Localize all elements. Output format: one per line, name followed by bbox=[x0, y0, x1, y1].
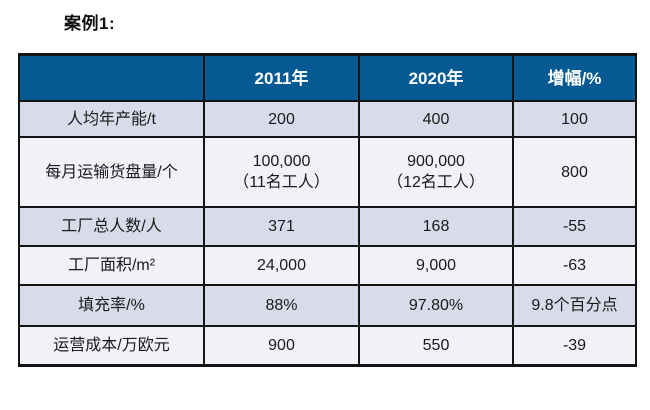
row-label: 工厂面积/m² bbox=[18, 245, 205, 286]
cell-value: 9.8个百分点 bbox=[512, 284, 637, 327]
cell-value: 900 bbox=[203, 325, 360, 367]
row-label: 填充率/% bbox=[18, 284, 205, 327]
comparison-table: 2011年 2020年 增幅/% 人均年产能/t 200 400 100 每月运… bbox=[18, 53, 637, 367]
column-header-2020: 2020年 bbox=[358, 53, 514, 102]
table-row: 工厂面积/m² 24,000 9,000 -63 bbox=[18, 245, 637, 286]
table-row: 填充率/% 88% 97.80% 9.8个百分点 bbox=[18, 284, 637, 327]
cell-value: -39 bbox=[512, 325, 637, 367]
cell-value: 400 bbox=[358, 100, 514, 138]
row-label: 每月运输货盘量/个 bbox=[18, 136, 205, 208]
row-label: 工厂总人数/人 bbox=[18, 206, 205, 247]
cell-value: 88% bbox=[203, 284, 360, 327]
cell-value: 900,000 （12名工人） bbox=[358, 136, 514, 208]
column-header-growth: 增幅/% bbox=[512, 53, 637, 102]
cell-value: 100,000 （11名工人） bbox=[203, 136, 360, 208]
table-row: 人均年产能/t 200 400 100 bbox=[18, 100, 637, 138]
cell-value: 97.80% bbox=[358, 284, 514, 327]
cell-value: 800 bbox=[512, 136, 637, 208]
cell-value: 24,000 bbox=[203, 245, 360, 286]
cell-value: 550 bbox=[358, 325, 514, 367]
cell-value: 200 bbox=[203, 100, 360, 138]
cell-value: -63 bbox=[512, 245, 637, 286]
table-header-row: 2011年 2020年 增幅/% bbox=[18, 53, 637, 102]
column-header-2011: 2011年 bbox=[203, 53, 360, 102]
cell-value: 9,000 bbox=[358, 245, 514, 286]
table-row: 运营成本/万欧元 900 550 -39 bbox=[18, 325, 637, 367]
row-label: 人均年产能/t bbox=[18, 100, 205, 138]
column-header-blank bbox=[18, 53, 205, 102]
case-title: 案例1: bbox=[64, 14, 116, 33]
row-label: 运营成本/万欧元 bbox=[18, 325, 205, 367]
table-row: 每月运输货盘量/个 100,000 （11名工人） 900,000 （12名工人… bbox=[18, 136, 637, 208]
cell-value: 371 bbox=[203, 206, 360, 247]
cell-value: -55 bbox=[512, 206, 637, 247]
cell-value: 168 bbox=[358, 206, 514, 247]
cell-value: 100 bbox=[512, 100, 637, 138]
table-row: 工厂总人数/人 371 168 -55 bbox=[18, 206, 637, 247]
